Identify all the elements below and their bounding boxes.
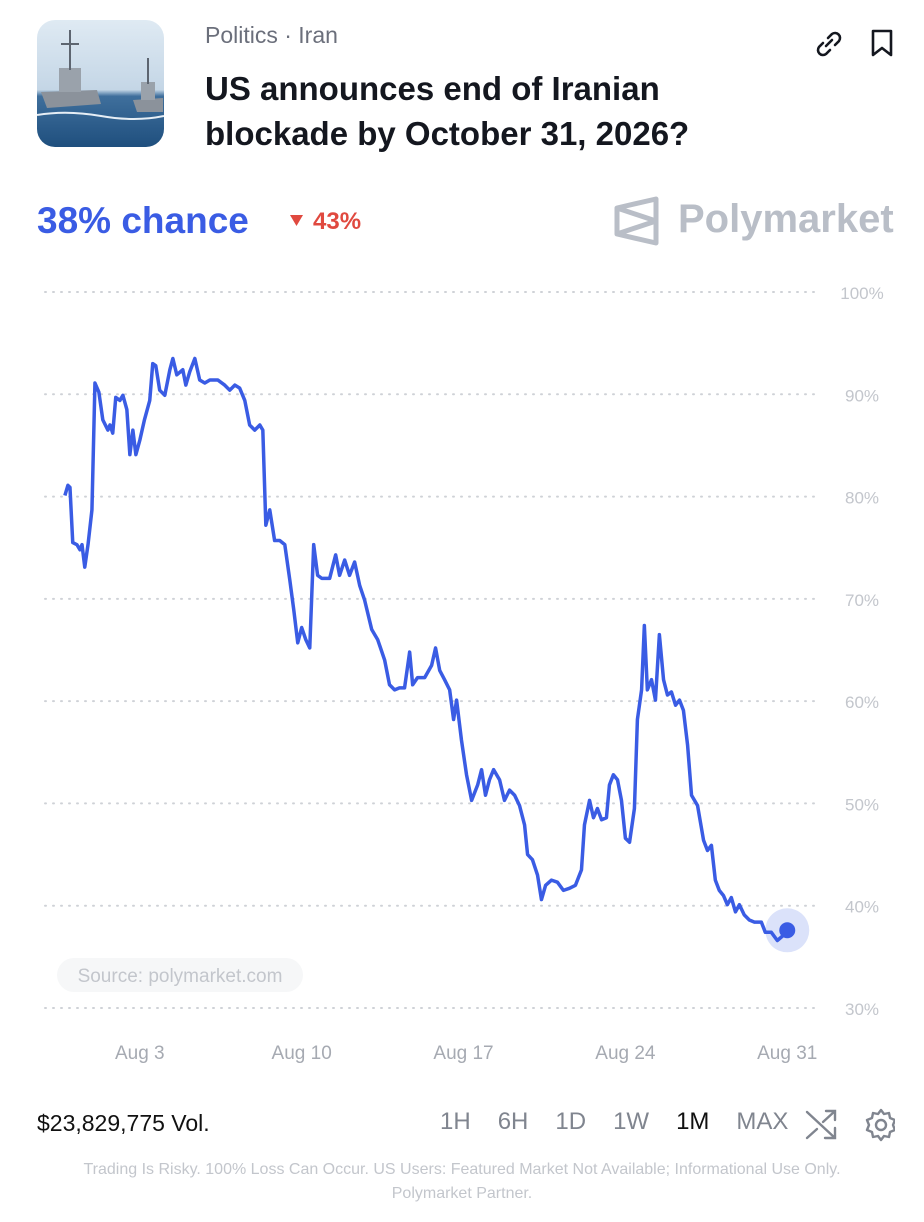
footer-icons [805, 1108, 895, 1142]
disclaimer: Trading Is Risky. 100% Loss Can Occur. U… [30, 1158, 894, 1206]
last-point [779, 922, 796, 939]
y-tick-label: 60% [845, 693, 879, 712]
market-image [37, 20, 164, 147]
source: Source: polymarket.com [78, 966, 283, 987]
range-button[interactable]: 1M [676, 1108, 710, 1135]
category[interactable]: Politics · Iran [205, 22, 338, 48]
range-button[interactable]: 1D [555, 1108, 587, 1135]
brand: Polymarket [678, 197, 894, 241]
y-tick-label: 70% [845, 591, 879, 610]
chance: 38% chance [37, 200, 249, 241]
link-icon[interactable] [816, 31, 842, 57]
range-button[interactable]: MAX [736, 1108, 789, 1135]
source-badge [57, 958, 303, 992]
brand-logo [614, 196, 659, 246]
volume: $23,829,775 Vol. [37, 1110, 210, 1136]
x-tick-label: Aug 31 [757, 1043, 817, 1064]
y-tick-label: 50% [845, 795, 879, 814]
range-button[interactable]: 1W [613, 1108, 650, 1135]
price-line [63, 356, 789, 943]
shuffle-icon[interactable] [805, 1109, 837, 1140]
bookmark-icon[interactable] [871, 29, 893, 57]
range-buttons: 1H 6H 1D 1W 1M MAX [440, 1108, 815, 1136]
x-tick-label: Aug 10 [272, 1043, 332, 1064]
change: 43% [313, 208, 362, 235]
y-tick-label: 100% [840, 284, 883, 303]
y-tick-label: 30% [845, 1000, 879, 1019]
range-button[interactable]: 6H [497, 1108, 529, 1135]
y-tick-label: 90% [845, 386, 879, 405]
down-arrow [290, 215, 303, 226]
settings-icon[interactable] [865, 1108, 895, 1142]
market-image-art [37, 20, 164, 147]
x-tick-label: Aug 3 [115, 1043, 165, 1064]
y-tick-label: 40% [845, 898, 879, 917]
disclaimer-line: Trading Is Risky. 100% Loss Can Occur. U… [83, 1161, 841, 1178]
header-icons [816, 29, 893, 57]
disclaimer-line: Polymarket Partner. [391, 1185, 533, 1202]
y-tick-label: 80% [845, 489, 879, 508]
market-title: US announces end of Iranian blockade by … [205, 70, 690, 152]
x-tick-label: Aug 17 [433, 1043, 493, 1064]
range-button[interactable]: 1H [440, 1108, 471, 1135]
x-tick-label: Aug 24 [595, 1043, 656, 1064]
